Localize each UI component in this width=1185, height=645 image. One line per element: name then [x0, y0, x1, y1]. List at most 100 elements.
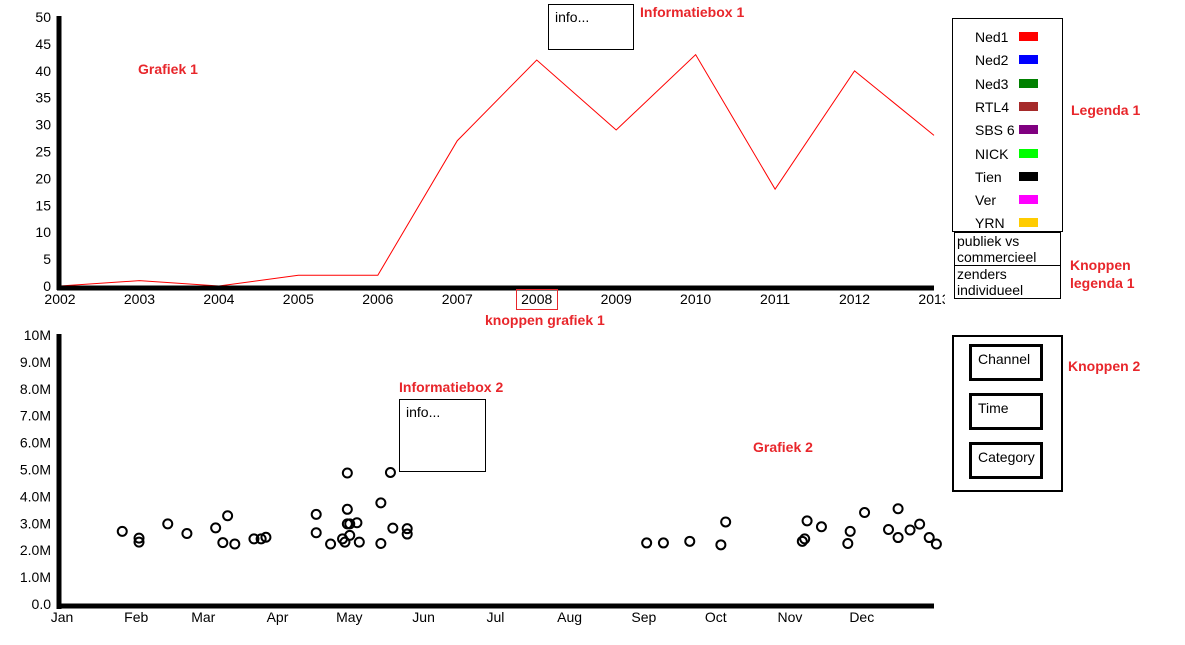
scatter-point[interactable]: [375, 497, 387, 509]
legend-item-ned2[interactable]: Ned2: [953, 50, 1062, 70]
year-button-2009[interactable]: 2009: [601, 291, 632, 307]
scatter-point[interactable]: [684, 535, 696, 547]
legend-item-rtl4[interactable]: RTL4: [953, 97, 1062, 117]
year-button-2007[interactable]: 2007: [442, 291, 473, 307]
chart-2-y-tick-label: 9.0M: [20, 354, 51, 370]
info-box-1: info...: [548, 4, 634, 50]
chart-2-y-tick-label: 7.0M: [20, 408, 51, 424]
legend-item-ned1[interactable]: Ned1: [953, 27, 1062, 47]
scatter-point[interactable]: [375, 537, 387, 549]
legend-item-label: Ned3: [975, 75, 1009, 92]
scatter-point[interactable]: [641, 537, 653, 549]
scatter-point[interactable]: [248, 533, 260, 545]
chart-1-y-tick-label: 5: [43, 251, 51, 267]
chart-2-x-tick-label: Apr: [267, 609, 289, 625]
scatter-point[interactable]: [859, 507, 871, 519]
legend-item-nick[interactable]: NICK: [953, 144, 1062, 164]
scatter-point[interactable]: [796, 535, 808, 547]
category-button[interactable]: Category: [969, 442, 1043, 479]
annotation-informatiebox-1: Informatiebox 1: [640, 4, 745, 20]
legend-item-ned3[interactable]: Ned3: [953, 74, 1062, 94]
scatter-point[interactable]: [325, 538, 337, 550]
scatter-point[interactable]: [815, 521, 827, 533]
scatter-point[interactable]: [842, 537, 854, 549]
year-button-2008-highlight[interactable]: [516, 289, 558, 310]
year-button-2003[interactable]: 2003: [124, 291, 155, 307]
chart-2-x-tick-label: Jul: [486, 609, 504, 625]
legend-item-yrn[interactable]: YRN: [953, 213, 1062, 233]
scatter-point[interactable]: [229, 538, 241, 550]
chart-1-y-tick-label: 10: [35, 224, 51, 240]
scatter-point[interactable]: [181, 528, 193, 540]
scatter-point[interactable]: [133, 532, 145, 544]
scatter-point[interactable]: [401, 528, 413, 540]
year-button-2004[interactable]: 2004: [203, 291, 234, 307]
scatter-point[interactable]: [222, 510, 234, 522]
legend-color-swatch: [1019, 32, 1038, 41]
scatter-point[interactable]: [341, 467, 353, 479]
scatter-point[interactable]: [116, 525, 128, 537]
scatter-point[interactable]: [657, 537, 669, 549]
legend-item-label: Ned2: [975, 52, 1009, 69]
scatter-point[interactable]: [133, 536, 145, 548]
scatter-point[interactable]: [217, 537, 229, 549]
legend-item-sbs-6[interactable]: SBS 6: [953, 120, 1062, 140]
scatter-point[interactable]: [255, 533, 267, 545]
scatter-point[interactable]: [892, 532, 904, 544]
publiek-vs-commercieel-button[interactable]: publiek vs commercieel: [954, 232, 1061, 266]
year-button-2012[interactable]: 2012: [839, 291, 870, 307]
scatter-point[interactable]: [162, 518, 174, 530]
scatter-point[interactable]: [801, 515, 813, 527]
scatter-point[interactable]: [720, 516, 732, 528]
scatter-point[interactable]: [844, 525, 856, 537]
legend-item-tien[interactable]: Tien: [953, 167, 1062, 187]
scatter-point[interactable]: [310, 527, 322, 539]
scatter-point[interactable]: [923, 532, 935, 544]
legend-color-swatch: [1019, 101, 1038, 111]
annotation-informatiebox-2: Informatiebox 2: [399, 379, 504, 395]
info-box-1-text: info...: [555, 9, 590, 25]
scatter-point[interactable]: [930, 538, 942, 550]
scatter-point[interactable]: [799, 533, 811, 545]
scatter-point[interactable]: [353, 536, 365, 548]
year-button-2002[interactable]: 2002: [44, 291, 75, 307]
channel-button[interactable]: Channel: [969, 344, 1043, 381]
scatter-point[interactable]: [892, 503, 904, 515]
scatter-point[interactable]: [351, 517, 363, 529]
legend-color-swatch: [1019, 218, 1038, 228]
scatter-point[interactable]: [401, 523, 413, 535]
chart-1-y-tick-label: 40: [35, 63, 51, 79]
scatter-point[interactable]: [210, 522, 222, 534]
scatter-point[interactable]: [344, 529, 356, 541]
year-button-2005[interactable]: 2005: [283, 291, 314, 307]
year-button-2006[interactable]: 2006: [362, 291, 393, 307]
legend-item-label: NICK: [975, 145, 1009, 162]
year-button-2008[interactable]: 2008: [521, 291, 552, 307]
scatter-point[interactable]: [883, 523, 895, 535]
chart-2-x-tick-label: Nov: [777, 609, 802, 625]
chart-1-y-tick-label: 25: [35, 144, 51, 160]
annotation-grafiek-1: Grafiek 1: [138, 61, 198, 77]
zenders-individueel-button[interactable]: zenders individueel: [954, 265, 1061, 299]
legend-color-swatch: [1019, 148, 1038, 158]
legend-color-swatch: [1019, 125, 1038, 135]
chart-2-y-tick-label: 4.0M: [20, 488, 51, 504]
year-button-2010[interactable]: 2010: [680, 291, 711, 307]
scatter-point[interactable]: [344, 518, 356, 530]
scatter-point[interactable]: [914, 518, 926, 530]
scatter-point[interactable]: [341, 503, 353, 515]
scatter-point[interactable]: [260, 531, 272, 543]
scatter-point[interactable]: [384, 466, 396, 478]
info-box-2-text: info...: [406, 404, 441, 420]
scatter-point[interactable]: [387, 522, 399, 534]
legend-item-ver[interactable]: Ver: [953, 190, 1062, 210]
chart-1-y-tick-label: 35: [35, 90, 51, 106]
year-button-2011[interactable]: 2011: [760, 291, 790, 307]
time-button[interactable]: Time: [969, 393, 1043, 430]
scatter-point[interactable]: [904, 524, 916, 536]
scatter-point[interactable]: [310, 508, 322, 520]
chart-1: 0 5 10 15 20 25 30 35 40 45 50 2002 2003 2004 2005 200…: [35, 9, 945, 307]
scatter-point[interactable]: [715, 539, 727, 551]
year-button-2013[interactable]: 2013: [918, 291, 945, 307]
chart-2-y-tick-label: 8.0M: [20, 381, 51, 397]
